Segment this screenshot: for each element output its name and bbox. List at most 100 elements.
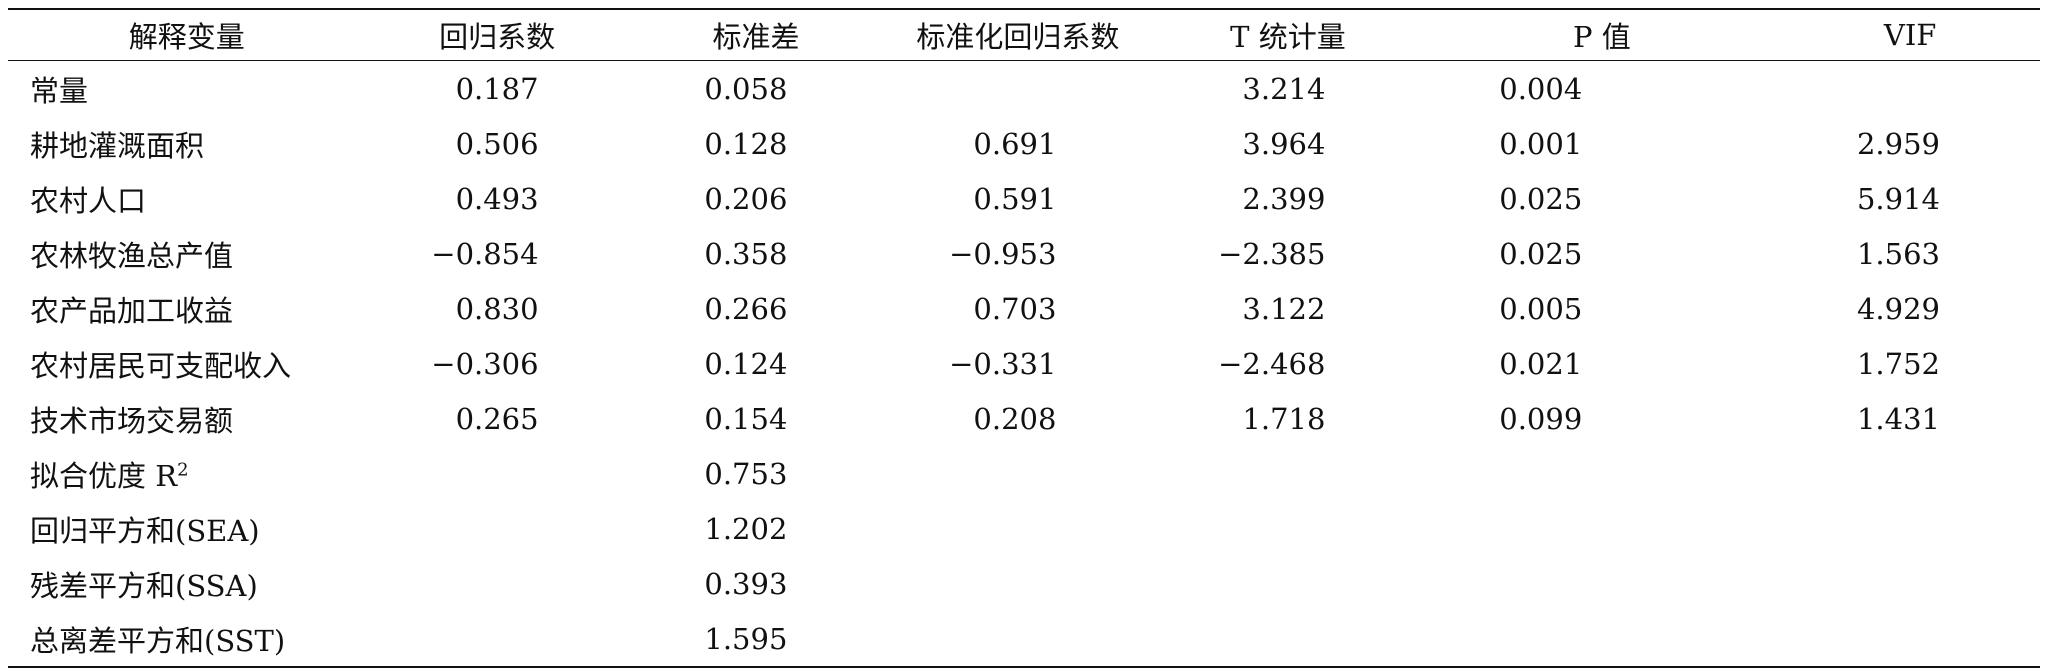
empty-cell [1152,446,1423,501]
table-row: 农林牧渔总产值 −0.854 0.358 −0.953 −2.385 0.025… [8,226,2040,281]
cell-p-value: 0.021 [1499,346,1583,381]
table-row: 技术市场交易额 0.265 0.154 0.208 1.718 0.099 1.… [8,391,2040,446]
empty-cell [366,556,629,611]
cell-t-stat: 1.718 [1242,401,1326,436]
cell-std-error: 0.128 [704,126,788,161]
empty-cell [1780,446,2040,501]
table-row: 农产品加工收益 0.830 0.266 0.703 3.122 0.005 4.… [8,281,2040,336]
table-row: 常量 0.187 0.058 3.214 0.004 [8,61,2040,117]
header-t-stat: T 统计量 [1152,8,1424,61]
cell-std-error: 0.266 [704,291,788,326]
summary-row-sea: 回归平方和(SEA) 1.202 [8,501,2040,556]
empty-cell [1423,501,1780,556]
cell-t-stat: −2.468 [1218,346,1326,381]
cell-t-stat: 3.214 [1242,71,1326,106]
header-std-coefficient: 标准化回归系数 [883,8,1153,61]
empty-cell [366,446,629,501]
r2-label-cell: 拟合优度 R2 [8,446,366,501]
regression-table-container: 解释变量 回归系数 标准差 标准化回归系数 T 统计量 P 值 VIF 常量 0… [8,8,2040,668]
empty-cell [1780,556,2040,611]
cell-vif: 1.563 [1856,236,1940,271]
cell-vif: 1.431 [1856,401,1940,436]
cell-std-error: 0.154 [704,401,788,436]
ssa-label: 残差平方和(SSA) [30,568,258,603]
empty-cell [1152,556,1423,611]
header-coefficient: 回归系数 [365,8,629,61]
cell-p-value: 0.004 [1499,71,1583,106]
summary-row-sst: 总离差平方和(SST) 1.595 [8,611,2040,668]
cell-p-value: 0.025 [1499,181,1583,216]
cell-coefficient: 0.187 [455,71,539,106]
cell-p-value: 0.005 [1499,291,1583,326]
empty-cell [1780,611,2040,668]
cell-vif: 2.959 [1856,126,1940,161]
empty-cell [883,501,1152,556]
cell-std-coefficient: 0.703 [973,291,1057,326]
table-row: 农村人口 0.493 0.206 0.591 2.399 0.025 5.914 [8,171,2040,226]
cell-p-value: 0.025 [1499,236,1583,271]
cell-std-coefficient: −0.953 [949,236,1057,271]
cell-t-stat: −2.385 [1218,236,1326,271]
sst-value: 1.595 [628,611,884,668]
cell-variable: 常量 [30,73,89,108]
regression-table: 解释变量 回归系数 标准差 标准化回归系数 T 统计量 P 值 VIF 常量 0… [8,8,2040,668]
sea-value: 1.202 [704,511,788,546]
cell-vif: 4.929 [1856,291,1940,326]
cell-coefficient: 0.830 [455,291,539,326]
sst-label: 总离差平方和(SST) [8,611,366,668]
empty-cell [1780,501,2040,556]
cell-std-coefficient: −0.331 [949,346,1057,381]
r2-value: 0.753 [704,456,788,491]
cell-variable: 农村居民可支配收入 [30,348,292,383]
cell-vif: 1.752 [1856,346,1940,381]
empty-cell [883,446,1152,501]
cell-coefficient: 0.265 [455,401,539,436]
cell-vif: 5.914 [1856,181,1940,216]
cell-std-error: 0.058 [704,71,788,106]
empty-cell [365,611,629,668]
empty-cell [1152,611,1424,668]
cell-coefficient: 0.506 [455,126,539,161]
empty-cell [883,611,1153,668]
cell-coefficient: 0.493 [455,181,539,216]
cell-variable: 耕地灌溉面积 [30,128,205,163]
sea-label: 回归平方和(SEA) [30,513,260,548]
cell-t-stat: 3.122 [1242,291,1326,326]
empty-cell [1423,446,1780,501]
cell-variable: 农林牧渔总产值 [30,238,234,273]
empty-cell [1423,556,1780,611]
header-p-value: P 值 [1423,8,1781,61]
cell-p-value: 0.001 [1499,126,1583,161]
r2-label: 拟合优度 R [30,458,178,493]
r2-superscript: 2 [177,458,189,480]
cell-std-coefficient: 0.208 [973,401,1057,436]
cell-std-error: 0.124 [704,346,788,381]
cell-t-stat: 2.399 [1242,181,1326,216]
summary-row-ssa: 残差平方和(SSA) 0.393 [8,556,2040,611]
summary-row-r2: 拟合优度 R2 0.753 [8,446,2040,501]
cell-std-error: 0.206 [704,181,788,216]
table-row: 耕地灌溉面积 0.506 0.128 0.691 3.964 0.001 2.9… [8,116,2040,171]
cell-variable: 农产品加工收益 [30,293,234,328]
header-std-error: 标准差 [628,8,884,61]
cell-coefficient: −0.306 [431,346,539,381]
cell-std-coefficient: 0.691 [973,126,1057,161]
cell-variable: 技术市场交易额 [30,403,234,438]
ssa-value: 0.393 [704,566,788,601]
cell-variable: 农村人口 [30,183,147,218]
cell-std-coefficient: 0.591 [973,181,1057,216]
header-row: 解释变量 回归系数 标准差 标准化回归系数 T 统计量 P 值 VIF [8,8,2040,61]
empty-cell [883,556,1152,611]
empty-cell [1152,501,1423,556]
cell-p-value: 0.099 [1499,401,1583,436]
empty-cell [1423,611,1781,668]
header-variable: 解释变量 [8,8,366,61]
cell-t-stat: 3.964 [1242,126,1326,161]
cell-std-error: 0.358 [704,236,788,271]
empty-cell [366,501,629,556]
header-vif: VIF [1780,8,2040,61]
cell-std-coefficient [883,61,1152,117]
table-row: 农村居民可支配收入 −0.306 0.124 −0.331 −2.468 0.0… [8,336,2040,391]
cell-coefficient: −0.854 [431,236,539,271]
cell-vif [1780,61,2040,117]
